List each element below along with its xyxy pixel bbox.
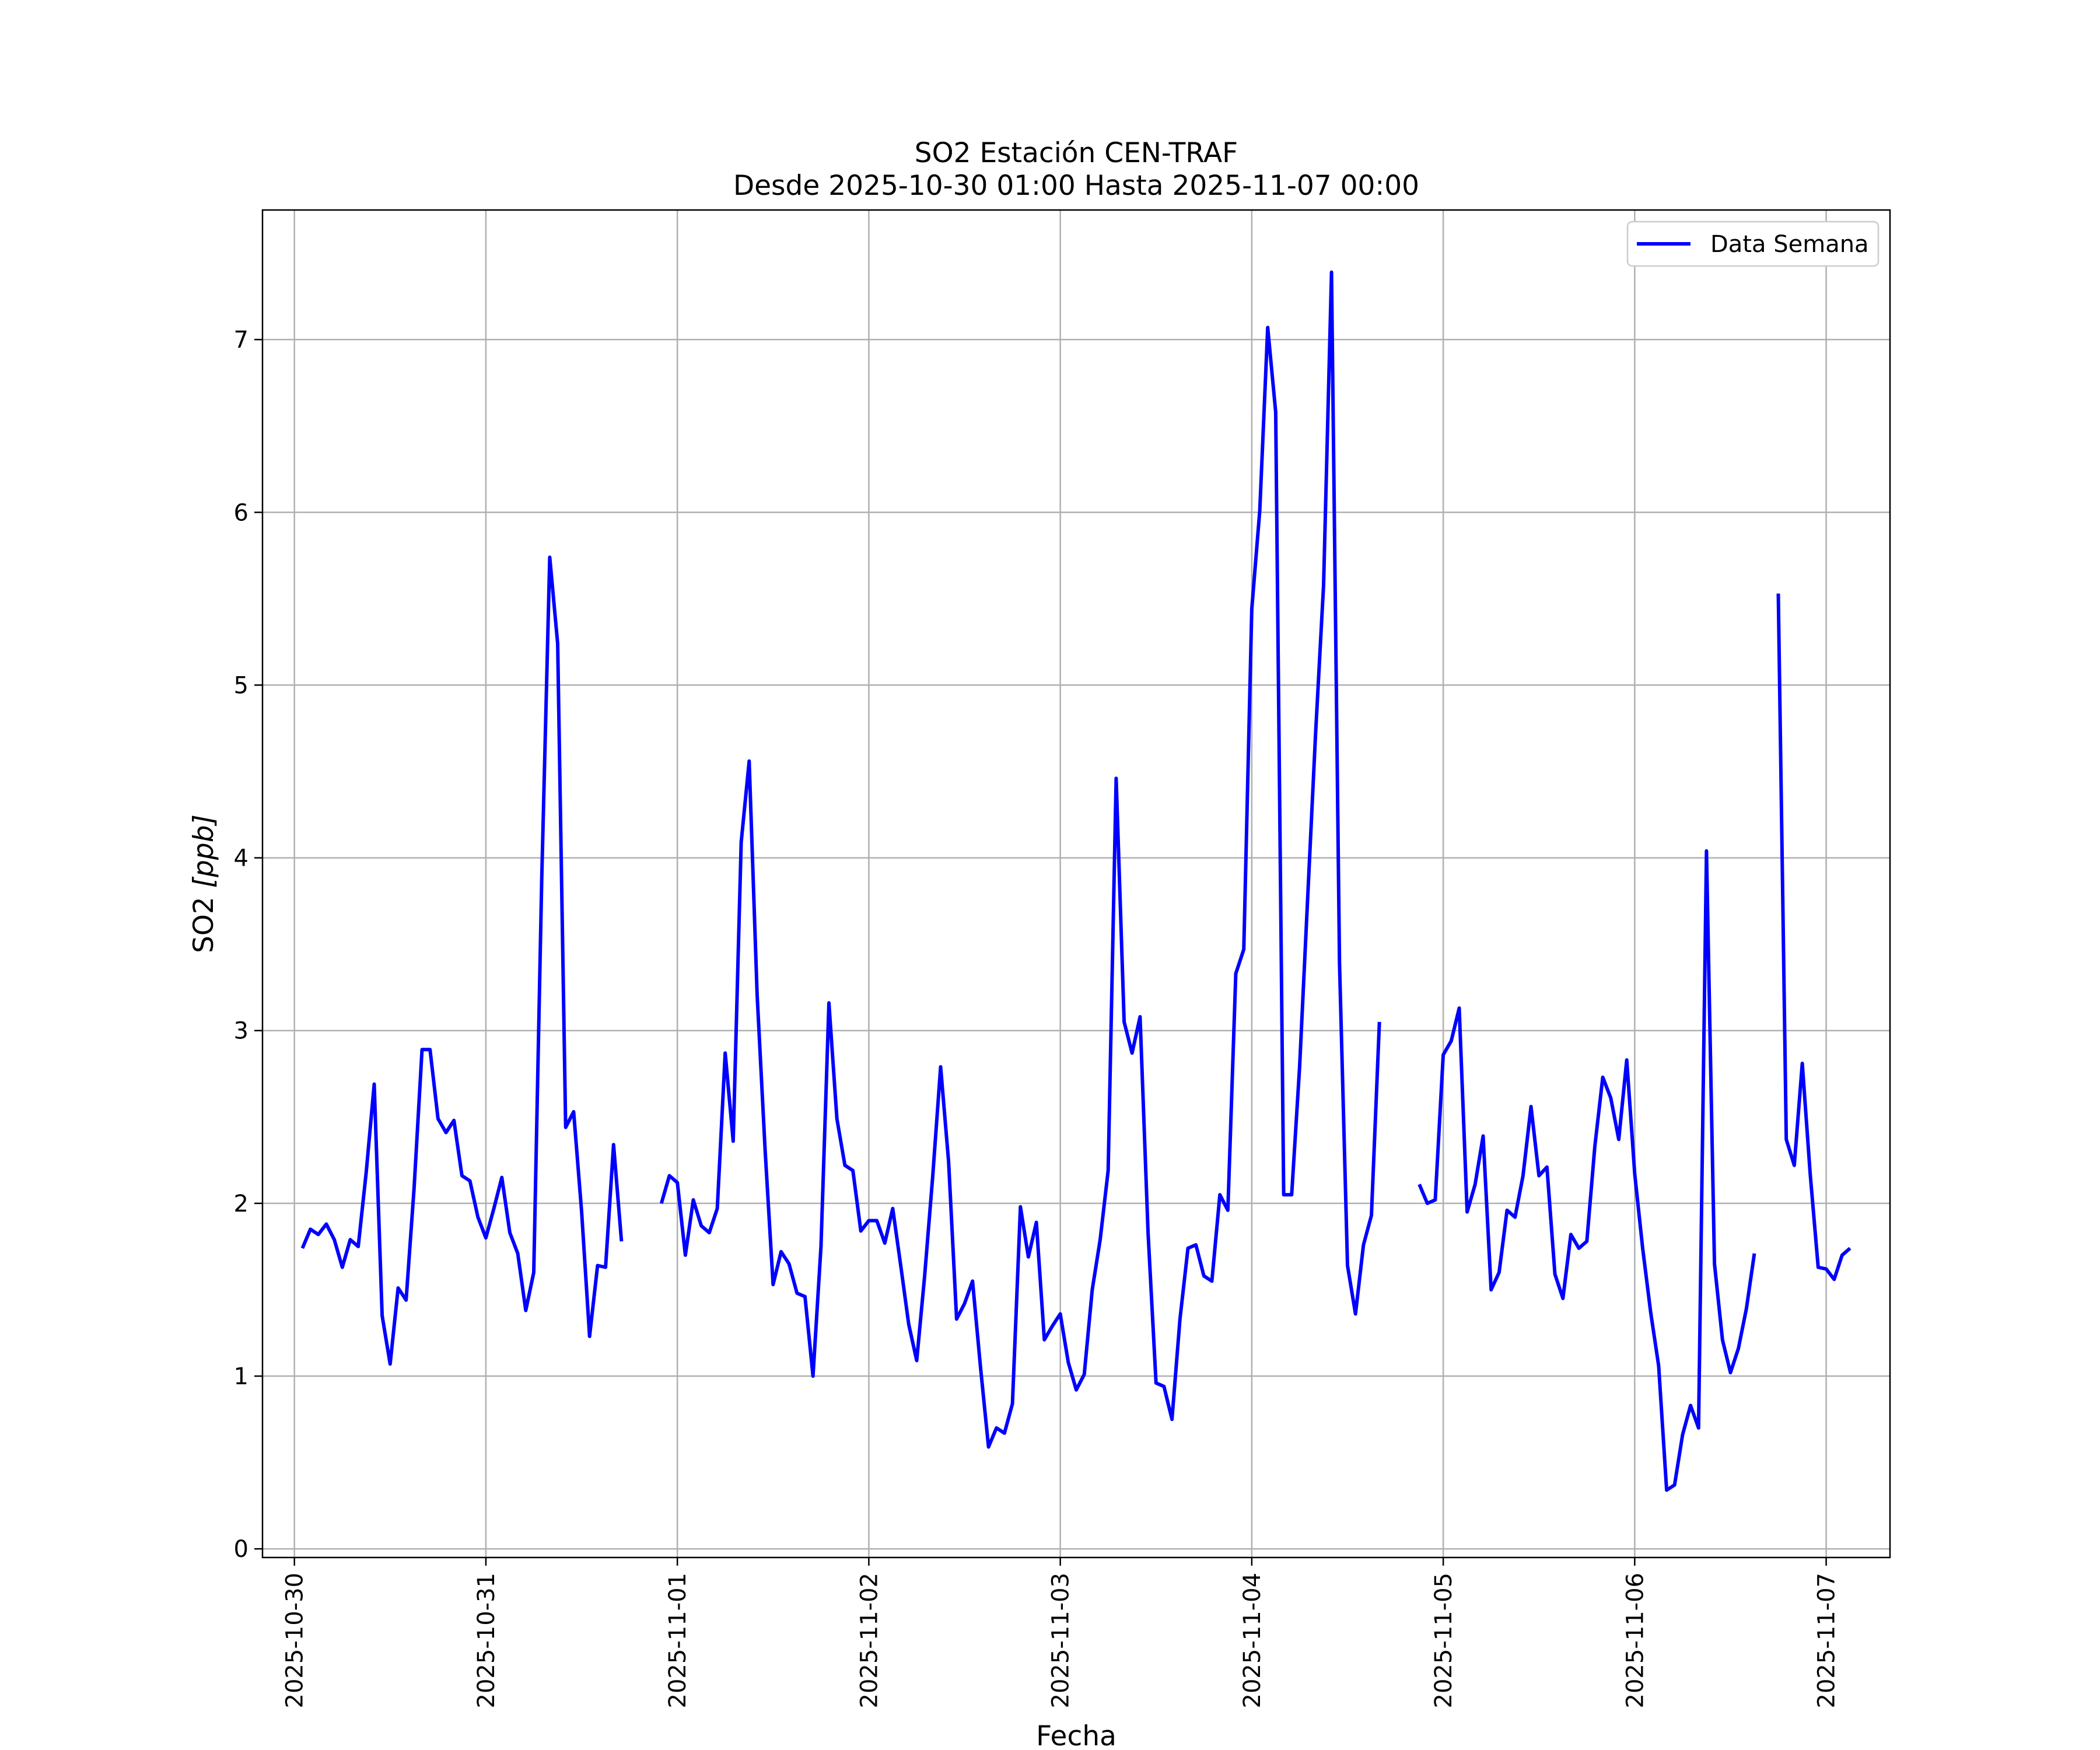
y-axis-label: SO2 [ppb] — [188, 814, 220, 953]
x-tick-label: 2025-11-03 — [1048, 1573, 1074, 1708]
x-tick-label: 2025-11-06 — [1622, 1573, 1648, 1708]
x-tick-label: 2025-11-02 — [856, 1573, 883, 1708]
x-tick-label: 2025-11-05 — [1430, 1573, 1457, 1708]
y-tick-label: 6 — [234, 499, 249, 526]
y-tick-label: 1 — [234, 1363, 249, 1390]
series-line-segment — [659, 270, 1381, 1449]
y-tick-label: 0 — [234, 1536, 249, 1563]
chart-subtitle: Desde 2025-10-30 01:00 Hasta 2025-11-07 … — [733, 170, 1419, 202]
y-axis-label-unit: [ppb] — [188, 814, 220, 888]
y-tick-label: 4 — [234, 845, 249, 872]
series-line-segment — [1418, 849, 1756, 1492]
x-tick-label: 2025-11-07 — [1814, 1573, 1840, 1708]
legend-label: Data Semana — [1710, 231, 1869, 258]
plot-area-frame — [261, 209, 1891, 1559]
y-tick-label: 5 — [234, 672, 249, 699]
series-line-segment — [1776, 593, 1852, 1282]
x-tick-label: 2025-10-31 — [473, 1573, 500, 1708]
y-axis-label-prefix: SO2 — [188, 888, 220, 953]
legend: Data Semana — [1626, 220, 1880, 267]
y-tick-label: 7 — [234, 327, 249, 354]
legend-box — [1626, 220, 1880, 267]
y-tick-label: 3 — [234, 1018, 249, 1045]
x-tick-label: 2025-10-30 — [282, 1573, 309, 1708]
x-tick-label: 2025-11-04 — [1239, 1573, 1266, 1708]
x-tick-label: 2025-11-01 — [664, 1573, 691, 1708]
y-axis: 0 1 2 3 4 5 6 7 — [234, 327, 262, 1563]
x-axis: 2025-10-30 2025-10-31 2025-11-01 2025-11-02… — [282, 1558, 1840, 1708]
grid-lines — [262, 210, 1890, 1558]
series-line-segment — [300, 555, 624, 1366]
y-tick-label: 2 — [234, 1191, 249, 1217]
series-layer — [300, 270, 1852, 1492]
chart-title: SO2 Estación CEN-TRAF — [915, 137, 1238, 169]
x-axis-label: Fecha — [1036, 1720, 1116, 1750]
